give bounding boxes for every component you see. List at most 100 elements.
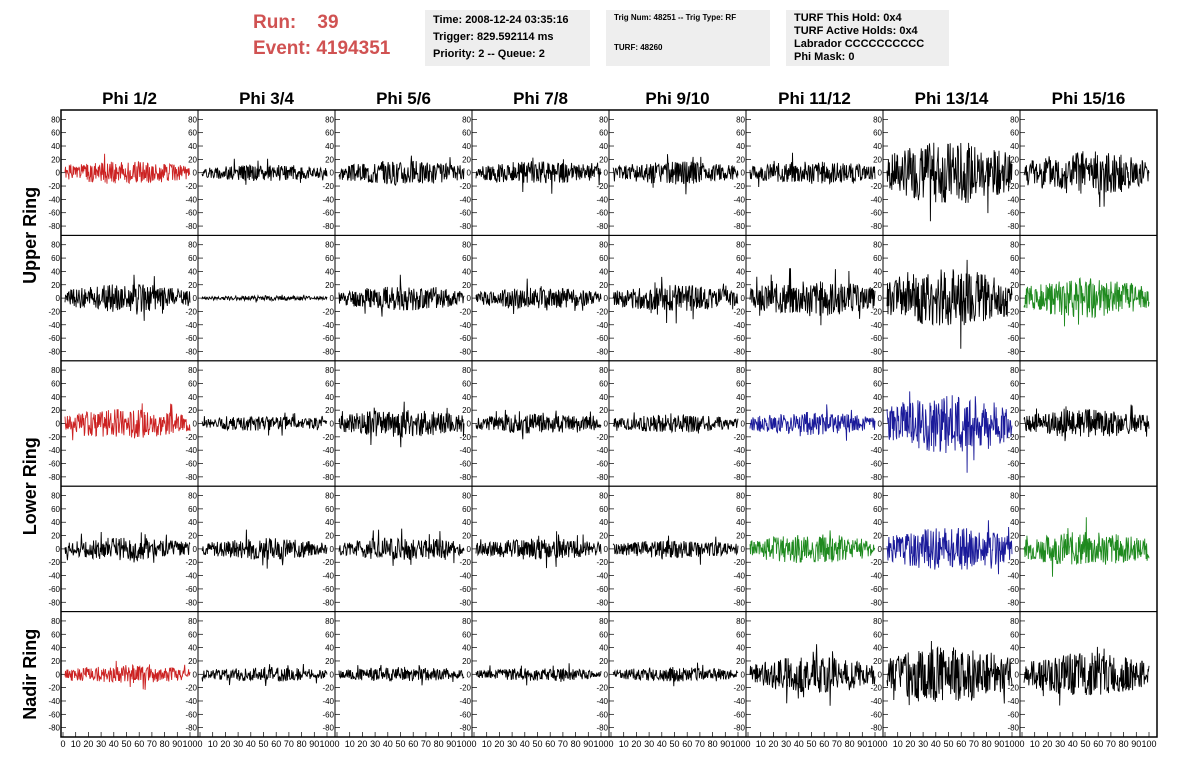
ytick-label: 60 — [51, 254, 60, 263]
ytick-label: -80 — [596, 473, 608, 482]
ytick-label: 80 — [873, 617, 882, 626]
ytick-label: 40 — [188, 267, 197, 276]
ytick-label: 80 — [599, 617, 608, 626]
ytick-label: 60 — [325, 630, 334, 639]
xtick-label: 10 — [893, 739, 903, 749]
ytick-label: 80 — [736, 241, 745, 250]
ytick-label: 0 — [1015, 545, 1020, 554]
ytick-label: -80 — [459, 222, 471, 231]
ytick-label: -60 — [322, 334, 334, 343]
ytick-label: 40 — [325, 518, 334, 527]
ytick-label: 40 — [873, 267, 882, 276]
labrador-text: Labrador CCCCCCCCCC — [794, 38, 925, 50]
ytick-label: -40 — [733, 697, 745, 706]
ytick-label: -60 — [185, 209, 197, 218]
ytick-label: 80 — [1010, 241, 1019, 250]
ytick-label: 20 — [1010, 657, 1019, 666]
ytick-label: 40 — [462, 393, 471, 402]
ytick-label: 0 — [330, 294, 335, 303]
ytick-label: -60 — [185, 585, 197, 594]
xtick-label: 70 — [695, 739, 705, 749]
ytick-label: -40 — [1007, 195, 1019, 204]
ytick-label: 0 — [741, 169, 746, 178]
waveform-r4-c6 — [749, 530, 876, 563]
xtick-label: 0 — [471, 739, 476, 749]
turf-active-holds: TURF Active Holds: 0x4 — [794, 25, 918, 37]
waveform-r2-c7 — [886, 259, 1013, 349]
ytick-label: -80 — [596, 347, 608, 356]
ytick-label: -80 — [48, 598, 60, 607]
xtick-label: 0 — [1019, 739, 1024, 749]
ytick-label: -40 — [48, 446, 60, 455]
ytick-label: 40 — [1010, 142, 1019, 151]
ytick-label: 0 — [741, 545, 746, 554]
ytick-label: -40 — [1007, 321, 1019, 330]
ytick-label: -20 — [185, 307, 197, 316]
xtick-label: 80 — [982, 739, 992, 749]
ytick-label: -40 — [459, 446, 471, 455]
ytick-label: -20 — [596, 182, 608, 191]
ytick-label: 0 — [878, 420, 883, 429]
ytick-label: 60 — [462, 129, 471, 138]
ytick-label: -20 — [185, 433, 197, 442]
ytick-label: 40 — [188, 393, 197, 402]
ytick-label: 60 — [1010, 129, 1019, 138]
ytick-label: -80 — [185, 598, 197, 607]
ytick-label: 40 — [462, 644, 471, 653]
xtick-label: 30 — [644, 739, 654, 749]
ytick-label: -20 — [1007, 182, 1019, 191]
ytick-label: 40 — [599, 644, 608, 653]
xtick-label: 50 — [943, 739, 953, 749]
xtick-label: 80 — [297, 739, 307, 749]
ytick-label: 80 — [736, 617, 745, 626]
xtick-label: 50 — [395, 739, 405, 749]
xtick-label: 50 — [669, 739, 679, 749]
ytick-label: 20 — [325, 406, 334, 415]
ytick-label: 60 — [51, 379, 60, 388]
ytick-label: 60 — [736, 254, 745, 263]
ytick-label: 60 — [736, 630, 745, 639]
ytick-label: -20 — [733, 307, 745, 316]
ytick-label: -40 — [733, 572, 745, 581]
waveform-r3-c3 — [338, 401, 465, 448]
xtick-label: 100 — [182, 739, 197, 749]
xtick-label: 40 — [383, 739, 393, 749]
ytick-label: -20 — [733, 684, 745, 693]
ytick-label: 40 — [325, 267, 334, 276]
ytick-label: 20 — [51, 281, 60, 290]
xtick-label: 40 — [1068, 739, 1078, 749]
ytick-label: -40 — [459, 697, 471, 706]
xtick-label: 50 — [806, 739, 816, 749]
xtick-label: 30 — [781, 739, 791, 749]
ytick-label: -80 — [870, 598, 882, 607]
xtick-label: 90 — [446, 739, 456, 749]
run-row: Run: 39 — [253, 10, 390, 36]
column-header-5: Phi 9/10 — [645, 89, 709, 108]
waveform-r2-c3 — [338, 274, 465, 317]
ytick-label: 60 — [51, 630, 60, 639]
turf-this-hold: TURF This Hold: 0x4 — [794, 12, 902, 24]
ytick-label: 0 — [330, 545, 335, 554]
ytick-label: 40 — [325, 142, 334, 151]
ytick-label: -40 — [48, 572, 60, 581]
event-label: Event: — [253, 38, 312, 59]
column-header-6: Phi 11/12 — [778, 89, 851, 108]
waveform-r4-c1 — [64, 531, 191, 563]
ytick-label: 80 — [599, 492, 608, 501]
turf-num-text: TURF: 48260 — [614, 43, 663, 52]
ytick-label: 60 — [462, 505, 471, 514]
ytick-label: 0 — [467, 420, 472, 429]
ytick-label: 0 — [193, 294, 198, 303]
ytick-label: 20 — [873, 281, 882, 290]
xtick-label: 60 — [819, 739, 829, 749]
column-header-3: Phi 5/6 — [376, 89, 431, 108]
ytick-label: 60 — [873, 630, 882, 639]
ytick-label: -40 — [48, 697, 60, 706]
column-header-2: Phi 3/4 — [239, 89, 294, 108]
xtick-label: 10 — [1030, 739, 1040, 749]
ytick-label: -20 — [870, 684, 882, 693]
xtick-label: 0 — [334, 739, 339, 749]
ytick-label: 80 — [188, 115, 197, 124]
ytick-label: -80 — [870, 347, 882, 356]
ytick-label: 40 — [1010, 267, 1019, 276]
